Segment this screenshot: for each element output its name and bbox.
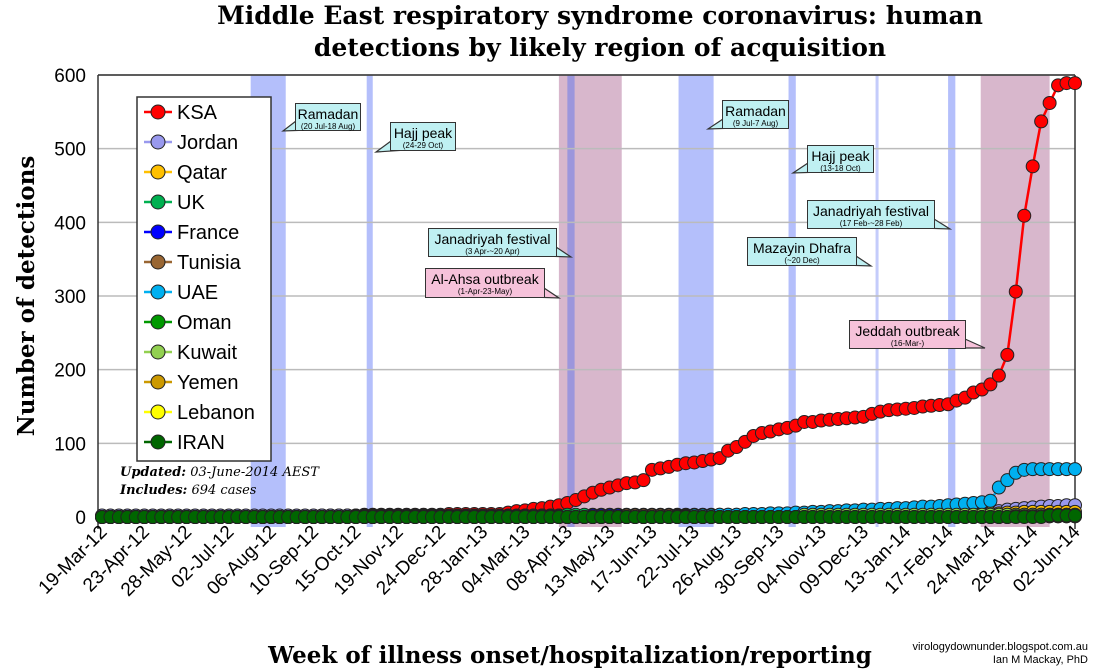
- annotation-callout: Janadriyah festival (17 Feb-~28 Feb): [807, 200, 935, 229]
- data-point: [1068, 462, 1082, 477]
- data-point: [636, 473, 651, 488]
- annotation-label: Ramadan: [297, 106, 359, 122]
- annotation-dates: (16-Mar-): [890, 339, 925, 348]
- annotation-label: Jeddah outbreak: [855, 323, 960, 339]
- event-band: [567, 75, 575, 527]
- annotation-dates: (~20 Dec): [784, 256, 820, 265]
- annotation-label: Ramadan: [725, 103, 786, 119]
- y-tick-label: 100: [54, 434, 86, 455]
- annotation-callout: Jeddah outbreak (16-Mar-): [849, 320, 966, 349]
- y-tick-label: 200: [54, 361, 86, 382]
- y-tick-label: 0: [75, 508, 86, 529]
- event-band: [366, 75, 373, 527]
- chart-title-line-2: detections by likely region of acquisiti…: [314, 33, 886, 62]
- annotation-callout: Hajj peak (13-18 Oct): [807, 145, 874, 173]
- annotation-dates: (20 Jul-18 Aug): [300, 122, 356, 131]
- data-point: [1042, 95, 1057, 110]
- annotation-dates: (3 Apr-~20 Apr): [465, 247, 520, 256]
- annotation-callout: Mazayin Dhafra (~20 Dec): [747, 237, 857, 266]
- annotation-dates: (24-29 Oct): [402, 141, 444, 150]
- data-point: [991, 368, 1006, 383]
- annotation-label: Janadriyah festival: [813, 203, 929, 219]
- annotation-label: Hajj peak: [393, 125, 453, 141]
- data-point: [1034, 114, 1049, 129]
- annotation-label: Al-Ahsa outbreak: [431, 271, 539, 287]
- event-band: [875, 75, 879, 527]
- y-tick-label: 300: [54, 287, 86, 308]
- annotation-label: Mazayin Dhafra: [752, 240, 852, 256]
- data-point: [983, 377, 998, 392]
- data-point: [983, 493, 998, 508]
- data-point: [1017, 208, 1032, 223]
- data-point: [1068, 76, 1082, 91]
- annotation-label: Hajj peak: [811, 148, 870, 164]
- credit-site: virologydownunder.blogspot.com.au: [912, 641, 1088, 653]
- credit-author: Ian M Mackay, PhD: [992, 654, 1088, 666]
- annotation-callout: Hajj peak (24-29 Oct): [390, 122, 456, 151]
- event-band: [788, 75, 796, 527]
- annotation-dates: (1-Apr-23-May): [457, 287, 513, 296]
- annotation-callout: Ramadan (9 Jul-7 Aug): [722, 100, 789, 129]
- credit: virologydownunder.blogspot.com.au Ian M …: [912, 641, 1088, 667]
- y-axis-ticks: 0 100 200 300 400 500 600: [54, 66, 86, 529]
- y-tick-label: 400: [54, 213, 86, 234]
- event-band: [678, 75, 714, 527]
- data-point: [1008, 284, 1023, 299]
- annotation-callout: Ramadan (20 Jul-18 Aug): [295, 103, 361, 131]
- y-tick-label: 600: [54, 66, 86, 87]
- annotation-dates: (13-18 Oct): [820, 164, 861, 173]
- data-point: [1000, 347, 1015, 362]
- series-layer: [95, 76, 1082, 524]
- y-tick-label: 500: [54, 140, 86, 161]
- data-point: [1025, 159, 1040, 174]
- annotation-callout: Janadriyah festival (3 Apr-~20 Apr): [428, 228, 557, 257]
- event-band: [948, 75, 956, 527]
- annotation-callout: Al-Ahsa outbreak (1-Apr-23-May): [425, 268, 545, 298]
- annotation-label: Janadriyah festival: [434, 231, 551, 247]
- chart-title-line-1: Middle East respiratory syndrome coronav…: [217, 1, 983, 30]
- annotation-dates: (17 Feb-~28 Feb): [839, 219, 903, 228]
- annotation-dates: (9 Jul-7 Aug): [732, 119, 779, 128]
